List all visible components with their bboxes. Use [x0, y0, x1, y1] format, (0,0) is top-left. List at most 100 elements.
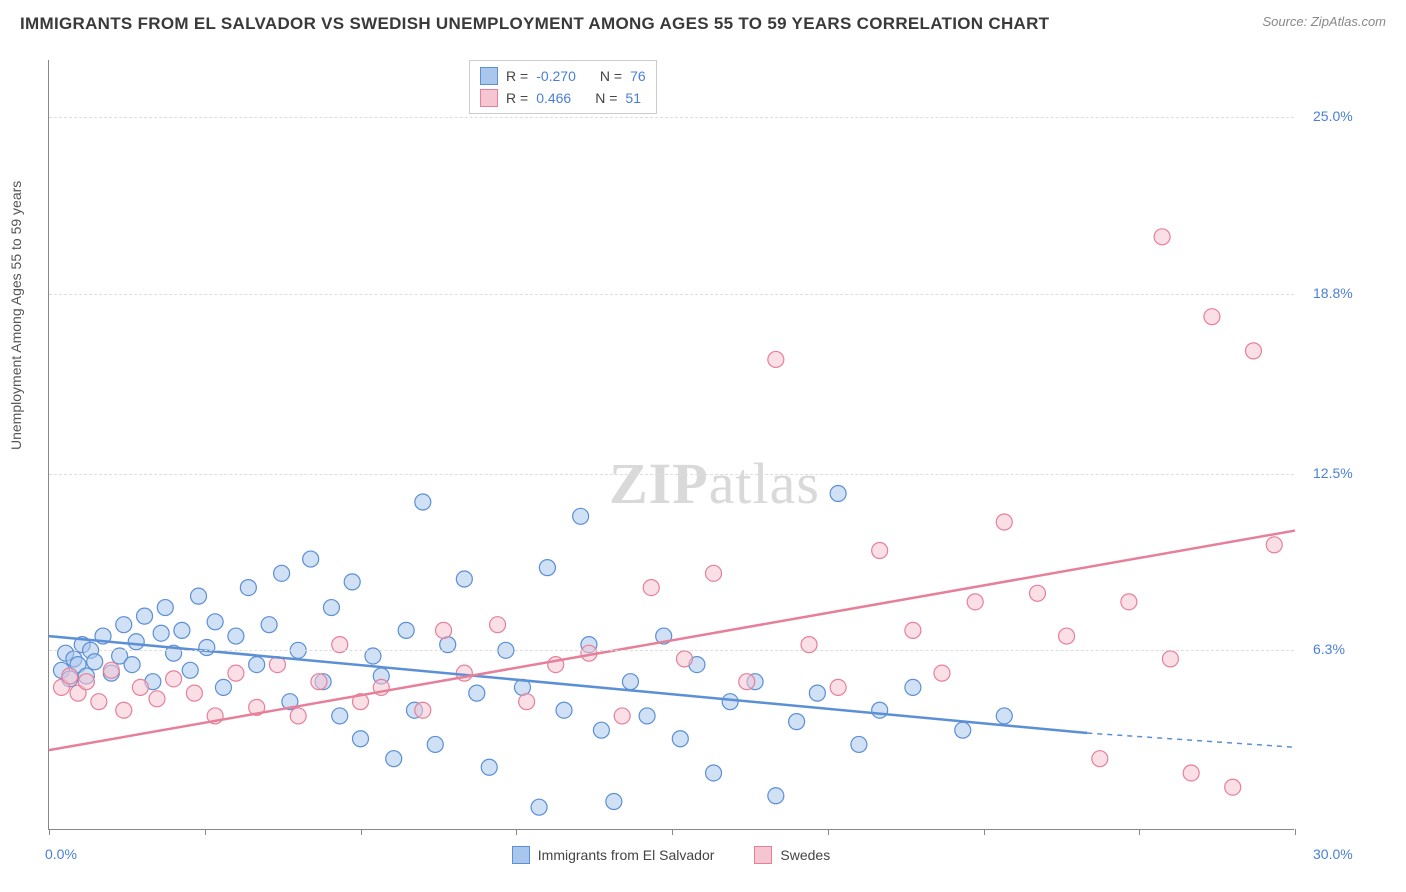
data-point: [1245, 343, 1261, 359]
data-point: [1029, 585, 1045, 601]
data-point: [149, 691, 165, 707]
trend-line-dashed: [1087, 733, 1295, 747]
data-point: [186, 685, 202, 701]
data-point: [207, 614, 223, 630]
x-tick: [1139, 829, 1140, 835]
data-point: [639, 708, 655, 724]
data-point: [215, 679, 231, 695]
data-point: [274, 565, 290, 581]
y-axis-label: Unemployment Among Ages 55 to 59 years: [8, 181, 24, 450]
data-point: [1121, 594, 1137, 610]
data-point: [153, 625, 169, 641]
data-point: [290, 708, 306, 724]
data-point: [872, 543, 888, 559]
data-point: [132, 679, 148, 695]
chart-plot-area: ZIPatlas R = -0.270 N = 76 R = 0.466 N =…: [48, 60, 1294, 830]
data-point: [1183, 765, 1199, 781]
data-point: [531, 799, 547, 815]
data-point: [166, 671, 182, 687]
x-tick: [828, 829, 829, 835]
data-point: [1059, 628, 1075, 644]
data-point: [539, 560, 555, 576]
legend-item-1: Swedes: [754, 846, 830, 864]
data-point: [996, 514, 1012, 530]
y-tick-label: 12.5%: [1313, 465, 1353, 481]
data-point: [556, 702, 572, 718]
data-point: [1092, 751, 1108, 767]
data-point: [905, 622, 921, 638]
data-point: [199, 639, 215, 655]
data-point: [386, 751, 402, 767]
y-tick-label: 6.3%: [1313, 641, 1345, 657]
x-tick-label: 30.0%: [1313, 846, 1353, 862]
data-point: [128, 634, 144, 650]
data-point: [722, 694, 738, 710]
corr-n-value-0: 76: [630, 68, 646, 84]
gridline: [49, 294, 1294, 295]
y-tick-label: 25.0%: [1313, 108, 1353, 124]
x-tick: [49, 829, 50, 835]
data-point: [415, 702, 431, 718]
data-point: [249, 657, 265, 673]
data-point: [398, 622, 414, 638]
data-point: [415, 494, 431, 510]
data-point: [137, 608, 153, 624]
data-point: [174, 622, 190, 638]
data-point: [706, 765, 722, 781]
corr-row-0: R = -0.270 N = 76: [480, 65, 646, 87]
data-point: [706, 565, 722, 581]
data-point: [116, 617, 132, 633]
gridline: [49, 650, 1294, 651]
data-point: [643, 580, 659, 596]
data-point: [62, 668, 78, 684]
data-point: [789, 714, 805, 730]
data-point: [91, 694, 107, 710]
data-point: [87, 654, 103, 670]
data-point: [905, 679, 921, 695]
legend-swatch-0: [512, 846, 530, 864]
data-point: [672, 731, 688, 747]
data-point: [1162, 651, 1178, 667]
corr-r-label-1: R =: [506, 90, 528, 106]
data-point: [332, 708, 348, 724]
x-tick: [672, 829, 673, 835]
data-point: [1225, 779, 1241, 795]
source-label: Source: ZipAtlas.com: [1262, 14, 1386, 29]
y-tick-label: 18.8%: [1313, 285, 1353, 301]
corr-swatch-0: [480, 67, 498, 85]
legend-label-1: Swedes: [780, 847, 830, 863]
data-point: [427, 736, 443, 752]
data-point: [191, 588, 207, 604]
data-point: [353, 731, 369, 747]
data-point: [228, 628, 244, 644]
x-tick: [516, 829, 517, 835]
data-point: [323, 600, 339, 616]
legend-item-0: Immigrants from El Salvador: [512, 846, 715, 864]
data-point: [182, 662, 198, 678]
data-point: [240, 580, 256, 596]
corr-row-1: R = 0.466 N = 51: [480, 87, 646, 109]
data-point: [436, 622, 452, 638]
corr-n-label-0: N =: [600, 68, 622, 84]
data-point: [1266, 537, 1282, 553]
bottom-legend: Immigrants from El Salvador Swedes: [48, 846, 1294, 864]
data-point: [519, 694, 535, 710]
data-point: [768, 788, 784, 804]
data-point: [830, 485, 846, 501]
data-point: [1204, 309, 1220, 325]
data-point: [573, 508, 589, 524]
data-point: [124, 657, 140, 673]
corr-r-value-1: 0.466: [536, 90, 571, 106]
data-point: [967, 594, 983, 610]
data-point: [934, 665, 950, 681]
data-point: [116, 702, 132, 718]
gridline: [49, 117, 1294, 118]
data-point: [78, 674, 94, 690]
data-point: [344, 574, 360, 590]
data-point: [228, 665, 244, 681]
corr-r-label-0: R =: [506, 68, 528, 84]
data-point: [490, 617, 506, 633]
data-point: [469, 685, 485, 701]
data-point: [481, 759, 497, 775]
correlation-legend: R = -0.270 N = 76 R = 0.466 N = 51: [469, 60, 657, 114]
